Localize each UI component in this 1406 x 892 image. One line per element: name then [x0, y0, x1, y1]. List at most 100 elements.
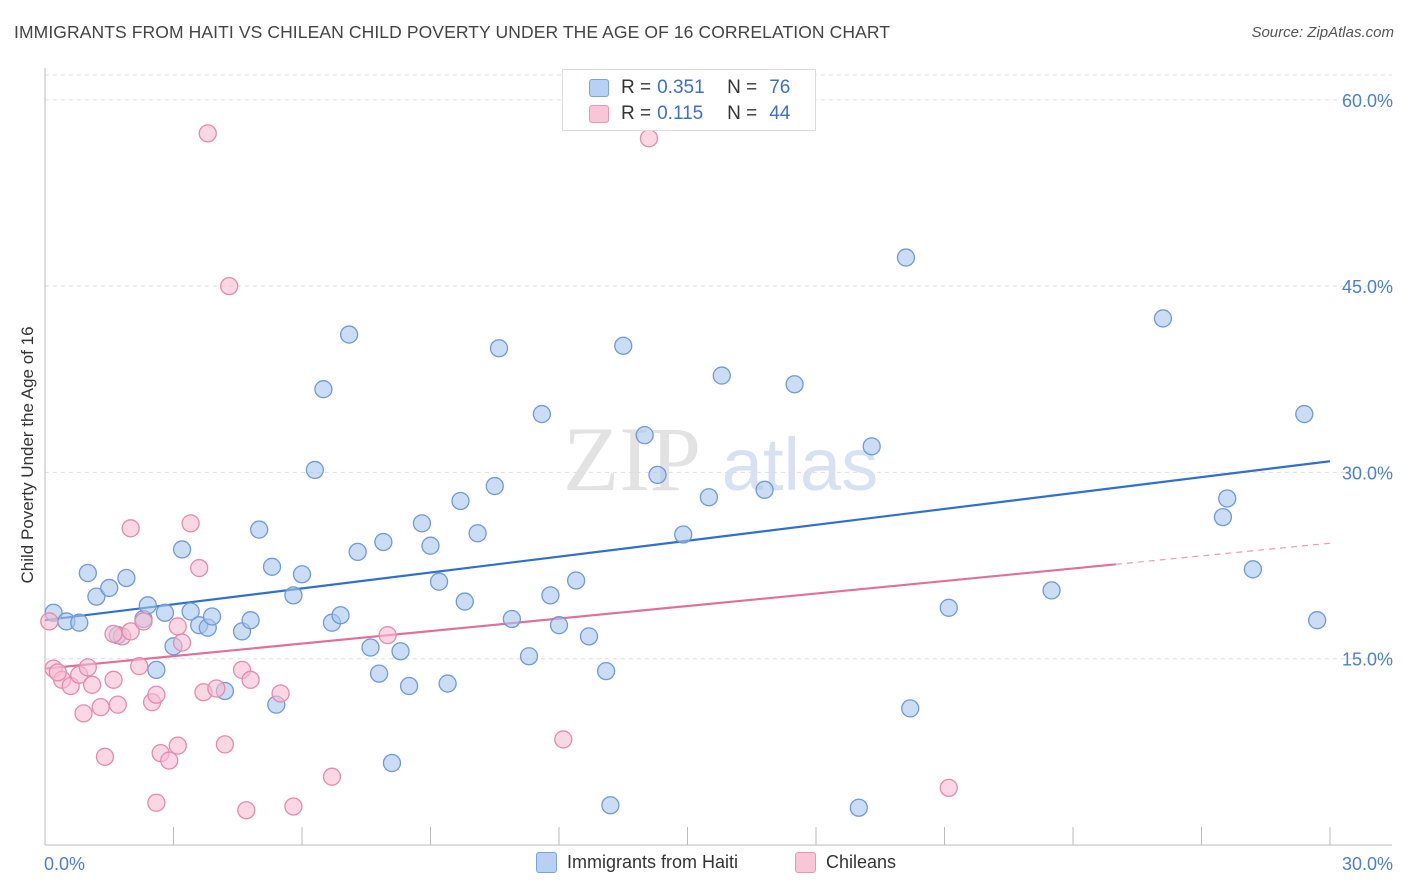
data-point-haiti — [348, 542, 367, 562]
data-point-haiti — [339, 325, 359, 344]
data-point-chilean — [95, 747, 115, 766]
y-tick-label: 15.0% — [1342, 650, 1393, 670]
data-point-chilean — [181, 514, 200, 533]
data-point-chilean — [241, 670, 260, 689]
data-point-haiti — [566, 571, 586, 590]
data-point-haiti — [699, 488, 719, 507]
bottom-legend-chileans: Chileans — [795, 852, 896, 873]
data-point-haiti — [468, 524, 487, 543]
data-point-haiti — [382, 753, 402, 773]
data-point-haiti — [541, 586, 560, 605]
chart-title: IMMIGRANTS FROM HAITI VS CHILEAN CHILD P… — [14, 22, 891, 42]
data-point-chilean — [168, 617, 187, 636]
data-point-chilean — [172, 633, 192, 652]
data-point-haiti — [1042, 581, 1061, 600]
data-point-chilean — [215, 735, 235, 754]
data-point-haiti — [438, 674, 457, 693]
x-tick-label: 0.0% — [44, 854, 85, 874]
data-point-haiti — [785, 375, 804, 394]
bottom-legend-label-chileans: Chileans — [826, 852, 897, 872]
legend: R = 0.351 N = 76 R = 0.115 N = 44 — [562, 69, 816, 131]
legend-n-label: N = — [727, 77, 758, 98]
trend-line-extension-chilean — [1115, 542, 1331, 565]
data-point-haiti — [455, 592, 474, 611]
data-point-chilean — [220, 276, 239, 296]
watermark-zip: ZIP — [563, 408, 701, 510]
data-point-haiti — [862, 437, 881, 456]
data-point-chilean — [147, 793, 166, 812]
data-point-haiti — [70, 613, 89, 632]
data-point-haiti — [138, 596, 157, 615]
data-point-chilean — [108, 695, 127, 714]
data-point-haiti — [202, 607, 222, 626]
data-point-chilean — [190, 558, 209, 578]
data-point-chilean — [554, 730, 573, 749]
data-point-chilean — [271, 684, 290, 703]
data-point-haiti — [331, 606, 350, 625]
data-point-chilean — [639, 129, 659, 148]
legend-n-value: 76 — [769, 77, 791, 98]
data-point-haiti — [849, 798, 868, 817]
data-point-haiti — [1213, 507, 1233, 527]
y-tick-label: 45.0% — [1342, 277, 1393, 297]
data-point-haiti — [1308, 611, 1327, 630]
data-point-chilean — [134, 612, 153, 631]
watermark-atlas: atlas — [722, 423, 878, 506]
data-point-chilean — [168, 736, 187, 755]
data-point-haiti — [1243, 560, 1263, 579]
legend-n-label: N = — [727, 103, 758, 124]
data-point-haiti — [485, 476, 504, 496]
data-point-haiti — [87, 587, 106, 606]
data-point-haiti — [502, 609, 522, 629]
data-point-chilean — [160, 751, 179, 770]
data-point-haiti — [939, 598, 958, 617]
data-point-chilean — [284, 797, 303, 816]
legend-swatch-haiti — [589, 79, 609, 97]
data-point-haiti — [412, 514, 432, 533]
data-point-haiti — [241, 611, 260, 630]
data-point-chilean — [207, 679, 226, 698]
legend-n-value: 44 — [769, 103, 791, 124]
x-tick-label: 30.0% — [1342, 854, 1393, 874]
data-point-chilean — [91, 697, 110, 717]
data-point-haiti — [648, 465, 667, 485]
data-point-chilean — [237, 801, 256, 820]
data-point-haiti — [172, 540, 192, 559]
data-point-chilean — [378, 625, 397, 645]
y-tick-label: 30.0% — [1342, 463, 1393, 483]
trend-line-chilean — [44, 563, 1116, 670]
data-point-haiti — [147, 660, 166, 680]
bottom-legend-haiti: Immigrants from Haiti — [536, 852, 738, 873]
data-point-haiti — [579, 627, 599, 646]
data-point-haiti — [451, 491, 470, 511]
data-point-haiti — [100, 578, 119, 598]
data-point-chilean — [147, 685, 166, 704]
data-point-haiti — [489, 339, 509, 358]
data-point-haiti — [532, 404, 552, 424]
watermark: ZIP atlas — [563, 408, 878, 510]
bottom-legend-label-haiti: Immigrants from Haiti — [567, 852, 739, 872]
data-point-haiti — [78, 563, 97, 583]
data-point-haiti — [429, 572, 449, 591]
data-point-haiti — [250, 520, 269, 539]
data-point-chilean — [104, 670, 123, 689]
data-point-haiti — [1218, 489, 1237, 508]
data-point-haiti — [284, 586, 303, 605]
data-point-haiti — [635, 426, 654, 445]
data-point-haiti — [305, 460, 325, 480]
data-point-haiti — [549, 616, 569, 635]
data-point-haiti — [292, 565, 312, 584]
data-point-haiti — [596, 661, 616, 681]
data-point-chilean — [130, 657, 149, 676]
data-point-chilean — [40, 612, 59, 631]
data-point-haiti — [519, 647, 539, 666]
data-point-haiti — [712, 366, 731, 385]
y-tick-label: 60.0% — [1342, 91, 1393, 111]
data-point-haiti — [117, 568, 136, 588]
data-point-haiti — [901, 699, 920, 718]
legend-r-label: R = — [621, 103, 652, 124]
data-point-chilean — [48, 663, 67, 682]
data-point-haiti — [369, 664, 389, 683]
data-point-haiti — [181, 602, 200, 621]
